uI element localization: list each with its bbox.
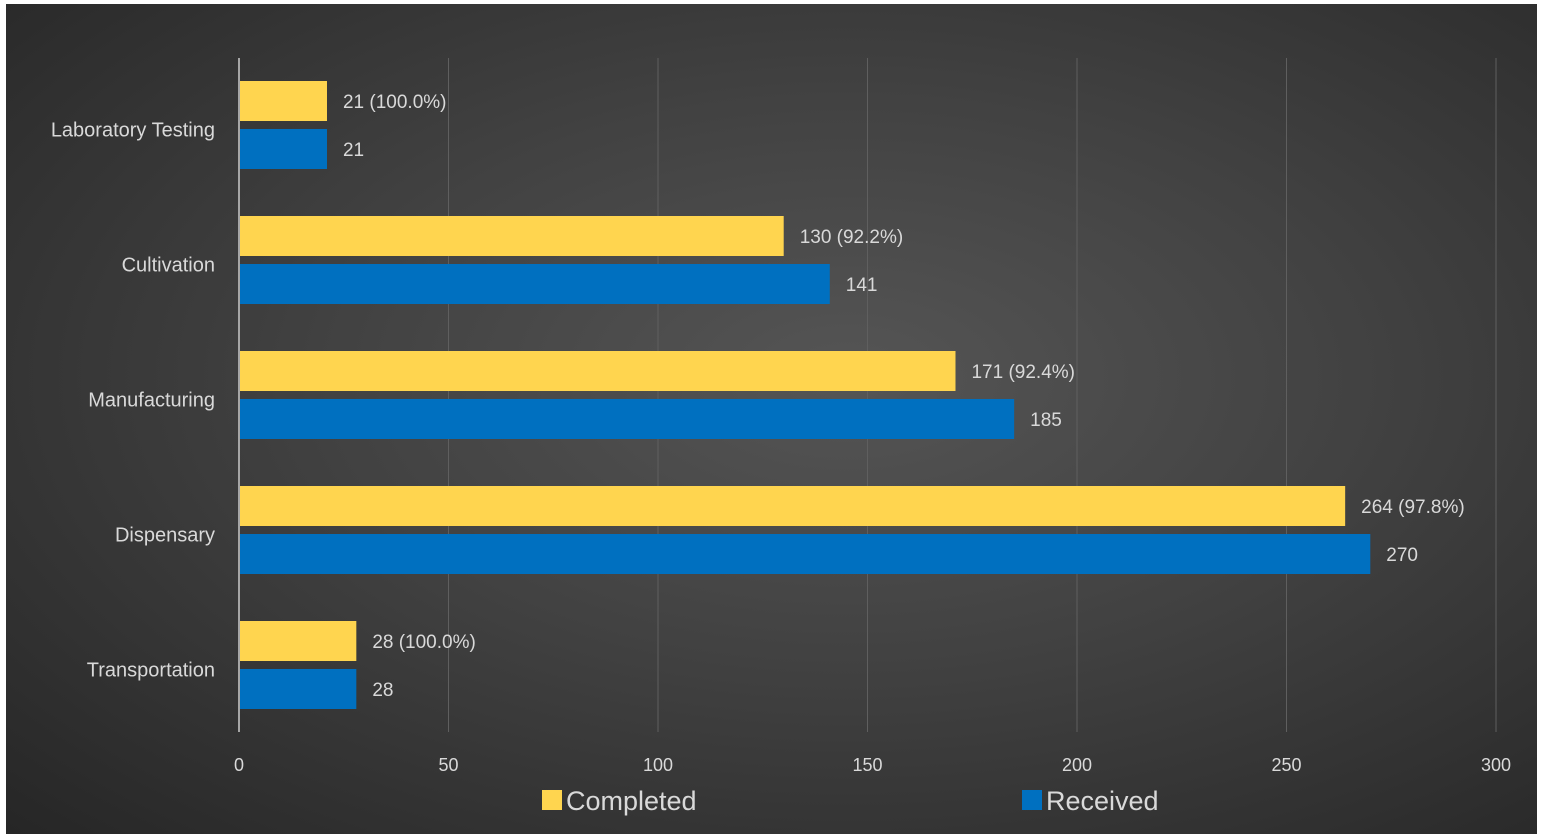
bar-completed [239,351,956,391]
x-tick-label: 250 [1271,755,1301,775]
data-label-received: 21 [343,140,364,161]
data-labels: 21 (100.0%) 21 130 (92.2%) 141 171 (92.4%) 18… [343,92,1465,701]
data-label-completed: 28 (100.0%) [372,632,476,653]
category-label: Manufacturing [88,390,215,412]
bar-completed [239,216,784,256]
data-label-completed: 130 (92.2%) [800,227,904,248]
category-label: Cultivation [122,255,215,277]
gridlines [448,58,1497,732]
x-tick-label: 150 [852,755,882,775]
x-tick-labels: 0 50 100 150 200 250 300 [234,755,1511,775]
data-label-completed: 264 (97.8%) [1361,497,1465,518]
legend-label-completed: Completed [566,786,697,816]
category-label: Laboratory Testing [51,120,215,142]
legend-swatch-received [1022,790,1042,810]
bar-completed [239,621,357,661]
bar-received [239,264,830,304]
bar-chart: Laboratory Testing Cultivation Manufacturi… [51,58,1511,816]
data-label-received: 28 [372,680,393,701]
x-tick-label: 200 [1062,755,1092,775]
bar-received [239,669,357,709]
category-labels: Laboratory Testing Cultivation Manufacturi… [51,120,215,682]
category-label: Dispensary [115,525,215,547]
legend-swatch-completed [542,790,562,810]
data-label-completed: 171 (92.4%) [971,362,1075,383]
bar-completed [239,81,327,121]
legend-label-received: Received [1046,786,1159,816]
bars [239,81,1371,709]
data-label-received: 141 [846,275,878,296]
legend: Completed Received [542,786,1159,816]
chart-frame: Laboratory Testing Cultivation Manufacturi… [6,4,1537,834]
data-label-received: 185 [1030,410,1062,431]
bar-received [239,399,1015,439]
data-label-completed: 21 (100.0%) [343,92,447,113]
x-tick-label: 0 [234,755,244,775]
x-tick-label: 50 [438,755,458,775]
bar-received [239,129,327,169]
x-tick-label: 300 [1481,755,1511,775]
data-label-received: 270 [1386,545,1418,566]
bar-completed [239,486,1346,526]
category-label: Transportation [87,660,215,682]
x-tick-label: 100 [643,755,673,775]
bar-received [239,534,1371,574]
